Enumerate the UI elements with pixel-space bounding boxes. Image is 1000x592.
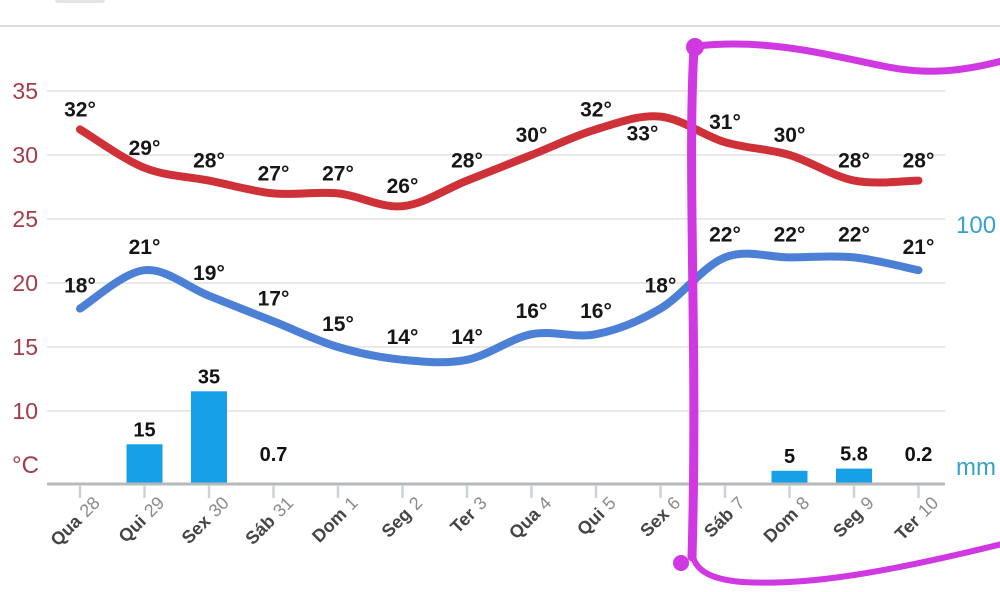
precip-bar	[771, 470, 808, 485]
precip-value-label: 15	[133, 419, 155, 441]
max-temp-label: 30°	[774, 124, 806, 147]
precip-value-label: 35	[198, 366, 220, 388]
precip-value-label: 5.8	[840, 444, 868, 466]
precip-bar	[191, 391, 227, 485]
y-axis-tick-label: 20	[12, 270, 38, 296]
top-divider	[0, 25, 1000, 27]
max-temp-label: 28°	[193, 150, 225, 173]
x-axis-label: Ter10	[891, 493, 942, 544]
cropped-ui-fragment	[55, 0, 105, 3]
min-temp-label: 17°	[258, 287, 290, 310]
max-temp-line	[76, 112, 923, 211]
x-axis-label: Qua4	[505, 493, 555, 543]
min-temp-label: 15°	[322, 313, 354, 336]
x-axis-label: Qua28	[47, 493, 104, 550]
x-axis-label: Dom1	[308, 493, 362, 547]
annotation-bottom-blob	[673, 555, 689, 571]
min-temp-label: 21°	[129, 236, 161, 259]
temp-lines-group	[76, 112, 923, 367]
left-axis-unit-label: °C	[12, 452, 39, 479]
precip-bars-group	[126, 391, 872, 485]
x-axis-label: Sáb7	[700, 493, 749, 542]
min-temp-label: 14°	[451, 326, 483, 349]
precip-value-label: 0.2	[905, 444, 933, 466]
min-temp-label: 22°	[709, 223, 741, 246]
temp-labels-group: 32° 29° 28° 27° 27° 26° 28° 30° 32° 33° 31° 30° 28° 2…	[64, 98, 934, 348]
max-temp-label: 32°	[580, 98, 612, 121]
y-axis-tick-label: 10	[12, 398, 38, 424]
annotation-vertical-stroke	[687, 43, 699, 562]
min-temp-label: 21°	[903, 236, 935, 259]
annotation-bottom-stroke	[689, 541, 1000, 586]
min-temp-label: 18°	[645, 275, 677, 298]
x-axis-label: Sáb31	[241, 493, 297, 549]
precip-labels-group: 15 35 0.7 5 5.8 0.2	[133, 366, 932, 468]
x-axis-label: Qui29	[115, 493, 169, 547]
max-temp-label: 27°	[258, 162, 290, 185]
min-temp-label: 16°	[516, 300, 548, 323]
x-axis-label: Seg9	[829, 493, 878, 542]
min-temp-line	[76, 249, 923, 367]
min-temp-label: 16°	[580, 300, 612, 323]
min-temp-label: 19°	[193, 262, 225, 285]
right-axis-unit-label: mm	[956, 454, 996, 481]
min-temp-label: 18°	[64, 275, 96, 298]
annotation-corner-blob	[686, 38, 704, 56]
precip-bar	[836, 468, 872, 484]
x-axis-label: Sex6	[636, 493, 684, 541]
x-axis-label: Dom8	[760, 493, 814, 547]
x-axis-label: Qui5	[573, 493, 620, 540]
gridlines-group	[47, 90, 945, 412]
y-axis-tick-label: 30	[12, 142, 38, 168]
y-axis-tick-label: 35	[12, 78, 38, 104]
annotation-top-stroke	[693, 40, 1000, 75]
y-axis-tick-label: 15	[12, 334, 38, 360]
max-temp-label: 31°	[709, 111, 741, 134]
precip-value-label: 5	[784, 446, 795, 468]
x-axis-label: Ter3	[446, 493, 490, 537]
x-axis-label: Sex30	[178, 493, 233, 548]
max-temp-label: 26°	[387, 175, 419, 198]
min-temp-label: 14°	[387, 326, 419, 349]
min-temp-label: 22°	[838, 223, 870, 246]
max-temp-label: 29°	[129, 137, 161, 160]
precip-bar	[126, 444, 163, 485]
y-axis-labels-group: 35 30 25 20 15 10	[12, 78, 38, 424]
max-temp-label: 33°	[627, 123, 659, 146]
right-axis-max-label: 100	[956, 212, 997, 239]
hand-drawn-annotation	[673, 38, 1000, 586]
y-axis-tick-label: 25	[12, 206, 38, 232]
max-temp-label: 28°	[838, 150, 870, 173]
max-temp-label: 30°	[516, 124, 548, 147]
max-temp-label: 27°	[322, 162, 354, 185]
x-axis-label: Seg2	[378, 493, 427, 542]
max-temp-label: 28°	[451, 150, 483, 173]
max-temp-label: 32°	[64, 98, 96, 121]
precip-value-label: 0.7	[260, 444, 288, 466]
max-temp-label: 28°	[903, 150, 935, 173]
min-temp-label: 22°	[774, 223, 806, 246]
